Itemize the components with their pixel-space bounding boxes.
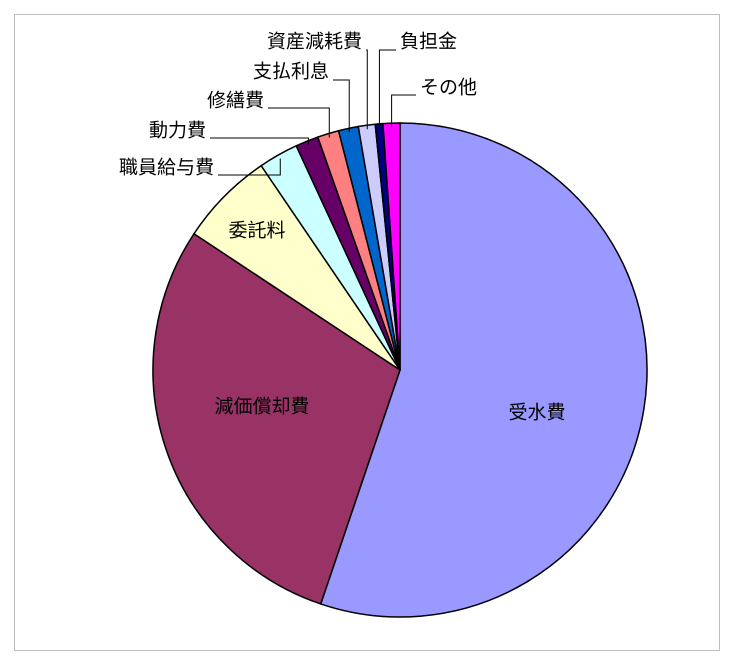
pie-slice bbox=[319, 122, 648, 618]
leader-line bbox=[268, 107, 330, 138]
leader-line bbox=[366, 49, 368, 130]
leader-line bbox=[333, 79, 350, 133]
slice-label: 職員給与費 bbox=[119, 157, 214, 179]
slice-label: 委託料 bbox=[228, 220, 285, 242]
slice-label: 負担金 bbox=[400, 31, 457, 53]
leader-line bbox=[391, 94, 416, 128]
slice-label: 受水費 bbox=[508, 402, 565, 424]
slice-label: その他 bbox=[420, 77, 477, 99]
slice-label: 資産減耗費 bbox=[267, 31, 362, 53]
leader-line bbox=[210, 137, 309, 145]
slice-label: 動力費 bbox=[149, 120, 206, 142]
leader-line bbox=[218, 158, 281, 176]
slice-label: 支払利息 bbox=[253, 61, 329, 83]
slice-label: 修繕費 bbox=[207, 90, 264, 112]
pie-slice bbox=[152, 232, 401, 605]
leader-line bbox=[378, 49, 396, 128]
slice-label: 減価償却費 bbox=[214, 396, 309, 418]
